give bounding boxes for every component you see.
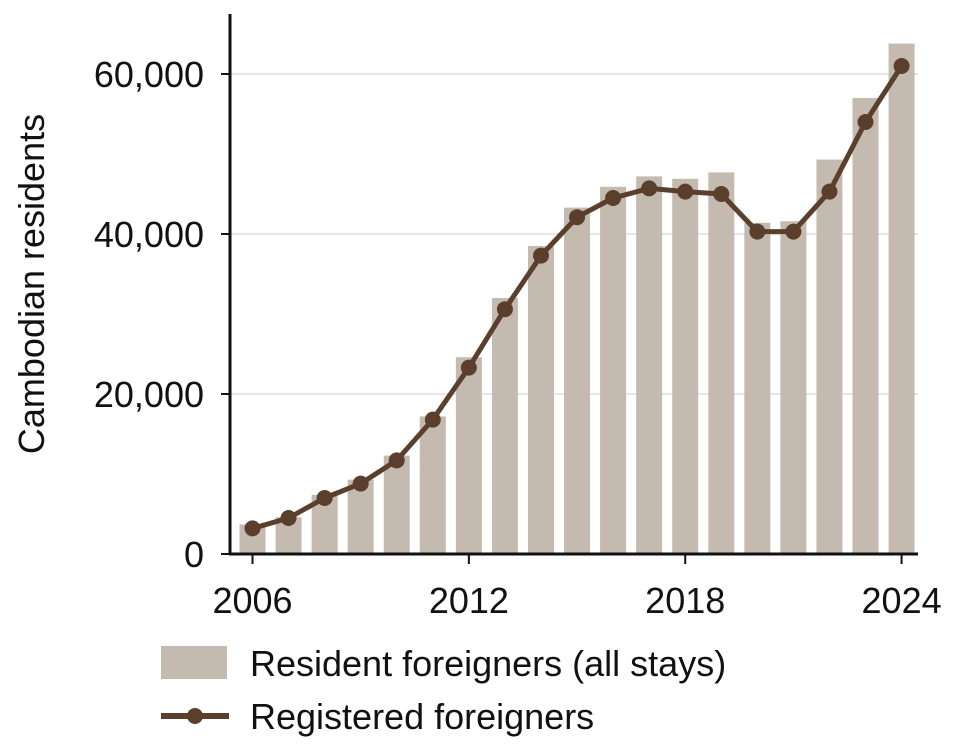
legend: Resident foreigners (all stays) Register… (161, 643, 726, 737)
line-point-2023 (857, 114, 874, 130)
legend-swatch-marker (187, 708, 203, 724)
line-point-2024 (893, 58, 910, 74)
bar-2021 (780, 221, 807, 554)
legend-label-bars: Resident foreigners (all stays) (250, 643, 726, 684)
line-point-2016 (605, 190, 622, 206)
axes (228, 14, 918, 556)
line-point-2017 (641, 180, 658, 197)
line-point-2021 (785, 223, 802, 240)
bar-2009 (347, 479, 374, 554)
bar-2011 (419, 416, 446, 554)
x-tick-label: 2012 (429, 580, 509, 621)
bar-2018 (672, 178, 699, 555)
x-tick-label: 2006 (212, 580, 292, 621)
bar-2016 (600, 186, 627, 555)
line-point-2006 (244, 520, 261, 537)
x-ticks: 2006 2012 2018 2024 (212, 554, 942, 621)
bar-2015 (564, 207, 591, 554)
line-point-2020 (749, 223, 766, 240)
line-point-2008 (316, 490, 333, 506)
bar-2019 (708, 172, 735, 554)
line-point-2018 (677, 183, 694, 200)
y-tick-label: 40,000 (94, 214, 204, 255)
y-tick-label: 20,000 (94, 374, 204, 415)
bar-2022 (816, 159, 843, 554)
bar-2010 (383, 455, 410, 554)
bar-2012 (455, 357, 482, 554)
y-ticks: 0 20,000 40,000 60,000 (94, 54, 230, 575)
line-point-2014 (532, 247, 549, 264)
line-point-2007 (280, 510, 297, 526)
line-point-2010 (388, 452, 405, 469)
bar-2023 (852, 98, 879, 554)
y-tick-label: 60,000 (94, 54, 204, 95)
line-point-2015 (569, 209, 586, 226)
legend-swatch-bar (161, 646, 227, 679)
y-tick-label: 0 (184, 534, 204, 575)
bar-2013 (491, 298, 518, 554)
bar-2014 (527, 246, 554, 554)
line-series (244, 58, 910, 537)
line-point-2019 (713, 186, 730, 202)
x-tick-label: 2018 (645, 580, 725, 621)
y-axis-title: Cambodian residents (11, 114, 52, 454)
line-point-2009 (352, 475, 369, 492)
bar-2017 (636, 176, 663, 554)
line-point-2012 (460, 359, 477, 376)
line-point-2011 (424, 411, 441, 428)
bar-2020 (744, 222, 771, 555)
x-tick-label: 2024 (862, 580, 942, 621)
bar-2024 (888, 43, 915, 554)
legend-label-line: Registered foreigners (250, 696, 594, 737)
line-point-2022 (821, 183, 838, 200)
line-point-2013 (496, 301, 513, 318)
bar-series (239, 43, 915, 555)
